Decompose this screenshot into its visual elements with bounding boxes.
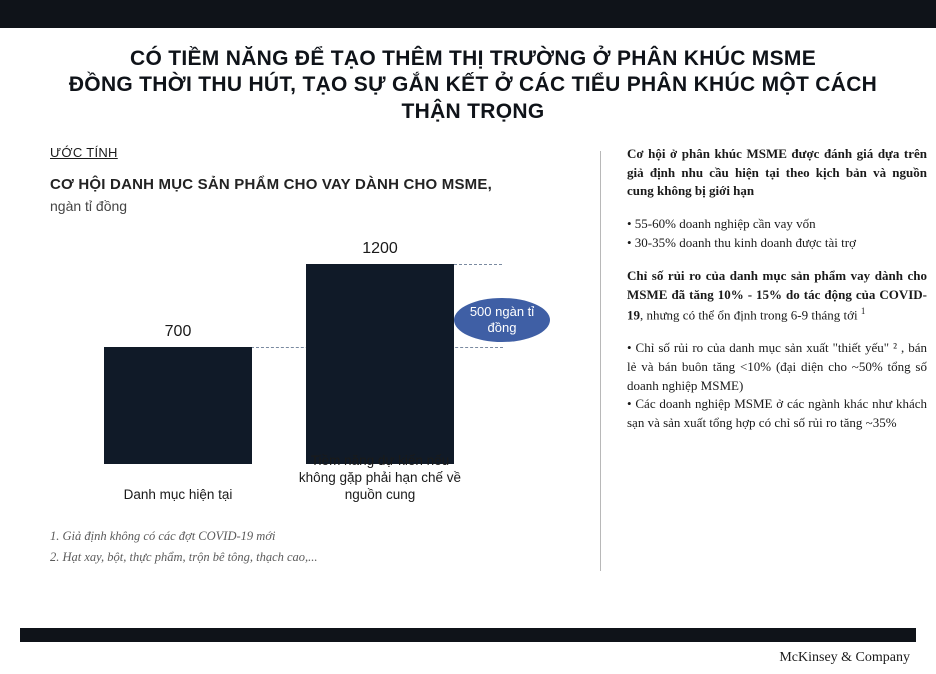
bar-1 (306, 264, 454, 464)
right-para-1: Cơ hội ở phân khúc MSME được đánh giá dự… (627, 145, 927, 202)
left-column: ƯỚC TÍNH CƠ HỘI DANH MỤC SẢN PHẨM CHO VA… (50, 145, 580, 571)
callout-line-1: 500 ngàn tỉ (470, 304, 534, 319)
right-p2-sup: 1 (861, 306, 866, 316)
bar-category-1: Tiềm năng dự kiến nếu không gặp phải hạn… (295, 453, 465, 504)
title-line-2: ĐỒNG THỜI THU HÚT, TẠO SỰ GẮN KẾT Ở CÁC … (50, 72, 896, 125)
title-line-1: CÓ TIỀM NĂNG ĐỂ TẠO THÊM THỊ TRƯỜNG Ở PH… (50, 46, 896, 72)
content-row: ƯỚC TÍNH CƠ HỘI DANH MỤC SẢN PHẨM CHO VA… (50, 145, 896, 571)
right-para-2: Chỉ số rủi ro của danh mục sản phẩm vay … (627, 267, 927, 325)
footnote-1: 1. Giả định không có các đợt COVID-19 mớ… (50, 526, 580, 547)
slide-body: CÓ TIỀM NĂNG ĐỂ TẠO THÊM THỊ TRƯỜNG Ở PH… (0, 28, 936, 571)
difference-callout: 500 ngàn tỉ đồng (454, 298, 550, 342)
footnote-2: 2. Hạt xay, bột, thực phẩm, trộn bê tông… (50, 547, 580, 568)
footnotes: 1. Giả định không có các đợt COVID-19 mớ… (50, 526, 580, 569)
bottom-dark-bar (20, 628, 916, 642)
vertical-separator (600, 151, 601, 571)
right-p3-bullet-2: • Các doanh nghiệp MSME ở các ngành khác… (627, 395, 927, 433)
top-dark-bar (0, 0, 936, 28)
chart-title-unit: ngàn tỉ đồng (50, 198, 580, 214)
estimate-label: ƯỚC TÍNH (50, 145, 580, 160)
brand-label: McKinsey & Company (779, 650, 910, 666)
right-p1-bullet-2: • 30-35% doanh thu kinh doanh được tài t… (627, 234, 927, 253)
bar-category-0: Danh mục hiện tại (93, 487, 263, 504)
bar-value-1: 1200 (306, 240, 454, 258)
right-p2-tail: , nhưng có thể ổn định trong 6-9 tháng t… (640, 307, 861, 322)
dash-line-top (454, 264, 502, 265)
right-p1-bullets: • 55-60% doanh nghiệp cần vay vốn • 30-3… (627, 215, 927, 253)
right-p1-bold: Cơ hội ở phân khúc MSME được đánh giá dự… (627, 146, 927, 199)
right-column: Cơ hội ở phân khúc MSME được đánh giá dự… (627, 145, 927, 571)
right-p3-bullet-1: • Chỉ số rủi ro của danh mục sản xuất "t… (627, 339, 927, 396)
bar-value-0: 700 (104, 323, 252, 341)
right-p3-bullets: • Chỉ số rủi ro của danh mục sản xuất "t… (627, 339, 927, 433)
bar-0 (104, 347, 252, 464)
slide-title: CÓ TIỀM NĂNG ĐỂ TẠO THÊM THỊ TRƯỜNG Ở PH… (50, 46, 896, 125)
right-p1-bullet-1: • 55-60% doanh nghiệp cần vay vốn (627, 215, 927, 234)
chart-title-bold: CƠ HỘI DANH MỤC SẢN PHẨM CHO VAY DÀNH CH… (50, 176, 492, 193)
callout-line-2: đồng (488, 320, 517, 335)
chart-title: CƠ HỘI DANH MỤC SẢN PHẨM CHO VAY DÀNH CH… (50, 176, 580, 214)
bar-chart: 700 Danh mục hiện tại 1200 Tiềm năng dự kiế… (50, 224, 550, 504)
